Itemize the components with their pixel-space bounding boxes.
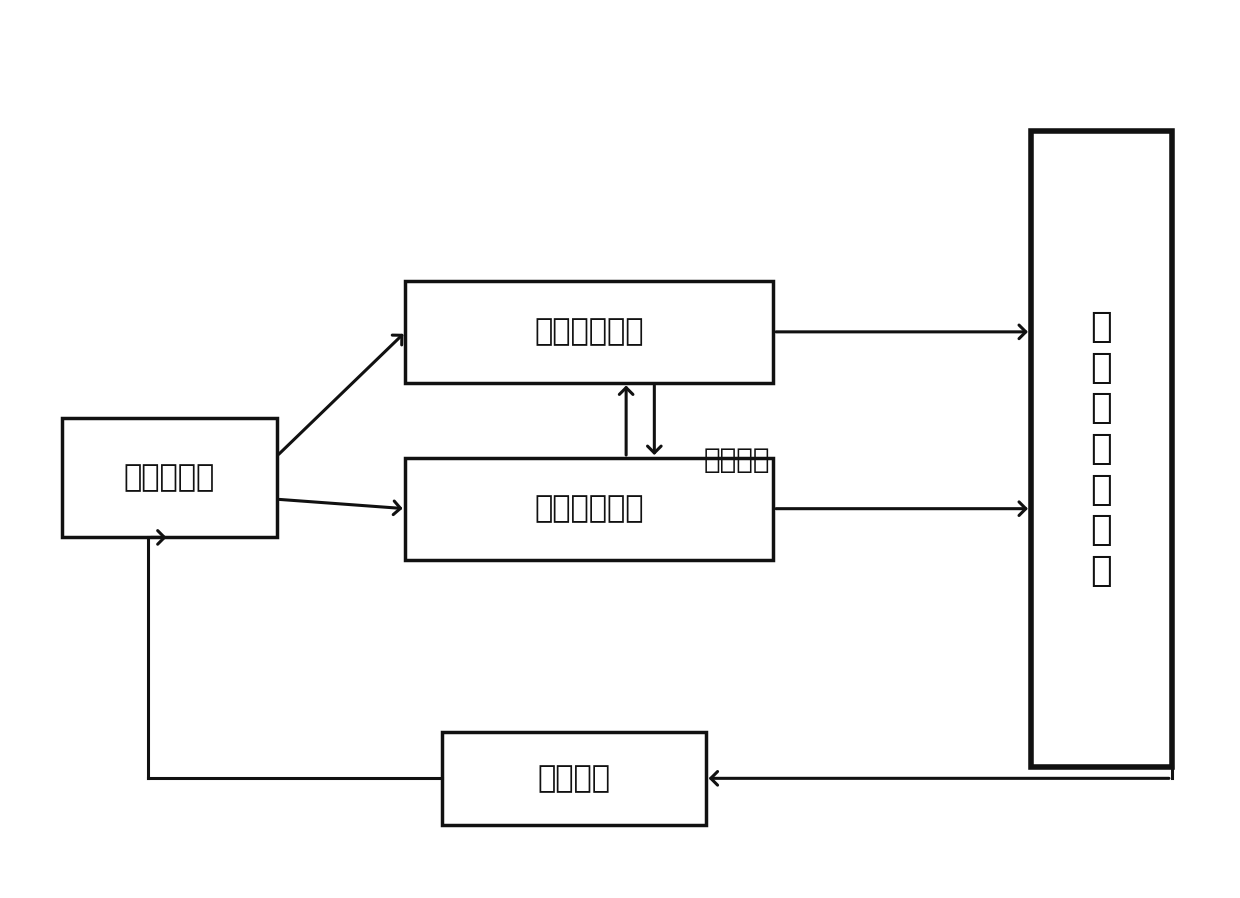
Text: 延时关断电路: 延时关断电路 — [534, 317, 644, 347]
Bar — [1030, 131, 1172, 767]
Bar — [405, 458, 774, 559]
Text: 放电回路: 放电回路 — [703, 445, 770, 473]
Bar — [443, 732, 706, 824]
Bar — [62, 418, 277, 537]
Text: 干
簧
管
监
控
电
路: 干 簧 管 监 控 电 路 — [1090, 310, 1112, 588]
Text: 供电电源: 供电电源 — [537, 764, 610, 793]
Bar — [405, 281, 774, 383]
Text: 干簧管开关: 干簧管开关 — [124, 463, 215, 492]
Text: 延时关断电路: 延时关断电路 — [534, 494, 644, 524]
